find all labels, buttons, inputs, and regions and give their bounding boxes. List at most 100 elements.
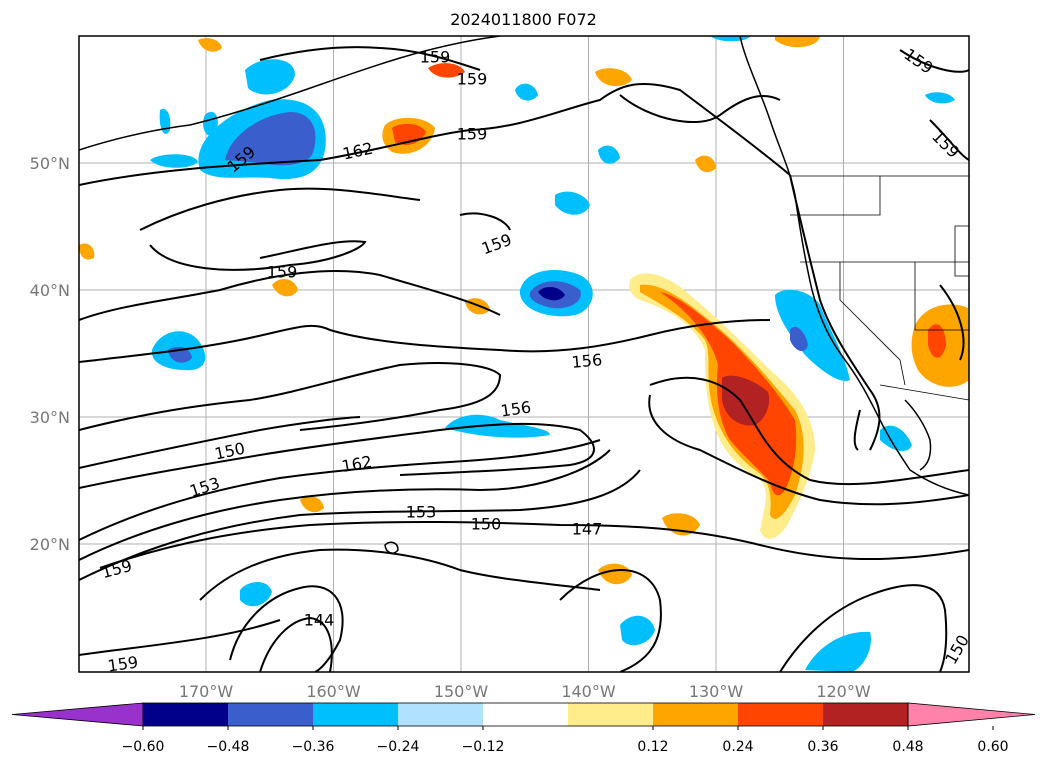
contour-line [149, 240, 367, 271]
coastlines [79, 36, 969, 554]
neg-blob-north-alaska [245, 59, 295, 95]
colorbar-segment [228, 703, 313, 726]
neg-blob-north-central [555, 191, 590, 215]
plot-frame [78, 35, 970, 673]
state-border [839, 262, 906, 386]
colorbar-tick-label: −0.48 [207, 739, 250, 755]
contour-value-label: 159 [106, 652, 139, 675]
shaded-fields [79, 36, 969, 672]
lat-tick-label: 20°N [30, 535, 70, 554]
neg-blob-central-core [538, 286, 565, 301]
pos-blob-small-h [428, 63, 465, 78]
grid-lines [79, 36, 969, 672]
lon-tick-label: 150°W [434, 682, 489, 701]
contour-line [559, 569, 662, 672]
colorbar-tick-label: 0.12 [637, 739, 668, 755]
neg-blob-south-east [805, 631, 871, 672]
hawaii-coast [384, 541, 399, 554]
neg-blob-ne [925, 92, 955, 104]
neg-blob-south-west [240, 582, 272, 607]
contour-value-label: 150 [471, 515, 502, 534]
contour-line [619, 94, 781, 123]
contour-value-label: 144 [304, 611, 335, 630]
state-border [790, 176, 881, 216]
map-title: 2024011800 F072 [450, 10, 597, 29]
pos-blob-small-j [695, 155, 716, 173]
contour-line [779, 584, 948, 672]
state-border [914, 262, 969, 331]
colorbar-tick-label: 0.36 [807, 739, 838, 755]
lon-tick-label: 160°W [306, 682, 361, 701]
contour-line [79, 422, 595, 489]
neg-blob-gulf-ak-2 [598, 145, 620, 164]
baja-coast [904, 399, 932, 471]
colorbar-frame [142, 702, 909, 727]
contour-value-label: 159 [420, 48, 451, 67]
colorbar-tick-label: −0.60 [122, 739, 165, 755]
political-borders [790, 175, 969, 401]
contour-line [79, 449, 611, 561]
contour-line [929, 119, 969, 161]
lon-tick-label: 170°W [179, 682, 234, 701]
contour-value-label: 156 [499, 397, 532, 420]
lat-tick-label: 40°N [30, 281, 70, 300]
pos-blob-small-a [272, 278, 298, 297]
contour-line [79, 362, 502, 431]
neg-blob-small-1 [150, 154, 198, 168]
neg-blob-aleutian-core [225, 112, 316, 166]
contour-line [229, 585, 344, 672]
contour-value-label: 159 [457, 125, 488, 144]
longitude-labels: 170°W 160°W 150°W 140°W 130°W 120°W [179, 682, 871, 701]
colorbar-tick-label: −0.24 [377, 739, 420, 755]
lat-tick-label: 50°N [30, 154, 70, 173]
contour-line [899, 49, 969, 73]
latitude-labels: 50°N 40°N 30°N 20°N [30, 154, 70, 554]
contour-line [79, 469, 641, 581]
colorbar-tick-label: 0.24 [722, 739, 753, 755]
neg-blob-gulf-ak [515, 83, 538, 101]
state-border [954, 225, 969, 277]
pos-blob-small-c [595, 68, 632, 87]
neg-blob-california [775, 289, 850, 381]
colorbar: −0.60 −0.48 −0.36 −0.24 −0.12 0.12 0.24 0.36 0.4… [11, 702, 1036, 755]
contour-value-label: 156 [571, 350, 603, 372]
lat-tick-label: 30°N [30, 408, 70, 427]
pos-blob-mexico-core [928, 324, 946, 358]
colorbar-segment [483, 703, 568, 726]
pos-blob-river-core [722, 375, 770, 426]
colorbar-tick-label: 0.60 [977, 739, 1008, 755]
contour-line [259, 46, 481, 71]
neg-blob-california-core [790, 326, 808, 352]
lon-tick-label: 120°W [816, 682, 871, 701]
north-america-coast [739, 36, 969, 496]
colorbar-segment [653, 703, 738, 726]
contour-value-label: 147 [572, 520, 603, 539]
contour-line [79, 416, 361, 469]
colorbar-extend-low [11, 702, 144, 727]
contour-line [139, 187, 421, 231]
contour-value-label: 153 [406, 503, 437, 522]
colorbar-segment [823, 703, 908, 726]
lon-tick-label: 140°W [561, 682, 616, 701]
contour-line [79, 439, 601, 541]
neg-blob-30n [445, 414, 550, 438]
colorbar-segment [313, 703, 398, 726]
pos-blob-small-k [79, 243, 95, 260]
contour-line [79, 83, 791, 186]
neg-blob-south-mid [620, 615, 655, 646]
contour-value-label: 159 [457, 70, 488, 89]
lon-tick-label: 130°W [689, 682, 744, 701]
alaska-peninsula-coast [79, 36, 501, 151]
contour-line [79, 319, 771, 363]
contour-line [79, 270, 501, 321]
contour-line [789, 174, 881, 451]
pos-blob-small-i [775, 36, 820, 48]
contour-value-label: 159 [267, 263, 298, 282]
contour-line [459, 212, 511, 231]
pos-blob-small-f [300, 496, 324, 513]
contour-line [259, 616, 333, 672]
contour-line [939, 284, 965, 361]
contour-line [853, 409, 861, 451]
colorbar-tick-label: −0.36 [292, 739, 335, 755]
